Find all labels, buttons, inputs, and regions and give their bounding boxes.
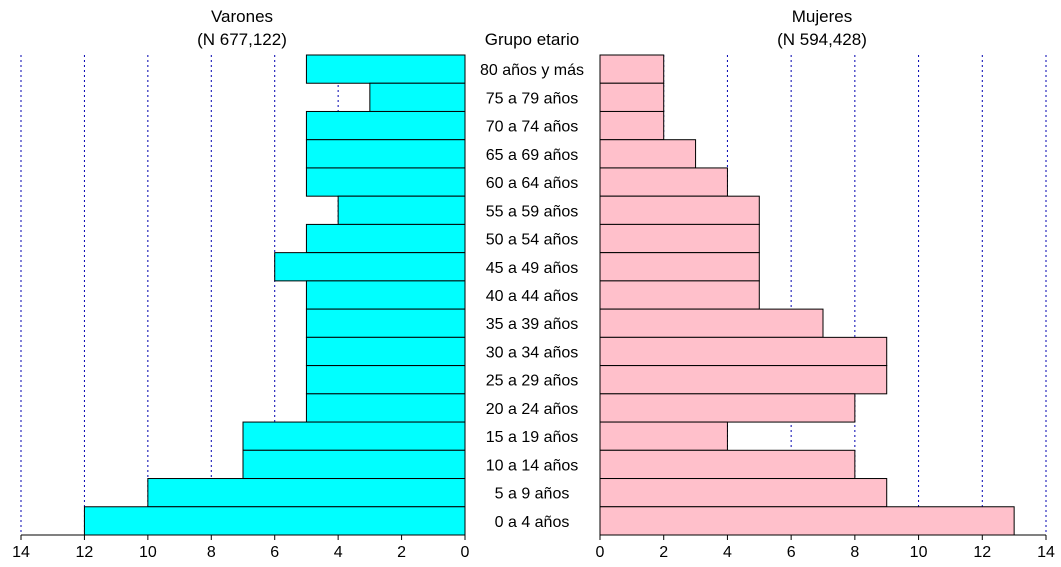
male-bar <box>305 167 466 197</box>
male-bar <box>305 365 466 395</box>
male-bar <box>337 195 466 225</box>
male-bar <box>242 449 466 480</box>
male-bar <box>147 478 466 508</box>
age-group-label: 20 a 24 años <box>486 401 579 418</box>
right-series-subtitle: (N 594,428) <box>777 30 867 49</box>
age-group-label: 80 años y más <box>480 62 584 79</box>
left-series-subtitle: (N 677,122) <box>197 30 287 49</box>
age-group-label: 55 a 59 años <box>486 203 579 220</box>
age-group-label: 60 a 64 años <box>486 175 579 192</box>
left-axis-tick-label: 12 <box>76 544 94 561</box>
right-axis-tick-label: 0 <box>596 544 605 561</box>
label-layer: 80 años y más 75 a 79 años 70 a 74 años 65 … <box>480 62 584 531</box>
female-bar <box>599 139 697 169</box>
male-bar <box>305 139 466 169</box>
age-group-label: 5 a 9 años <box>495 486 570 503</box>
female-bar <box>599 110 665 141</box>
left-axis-tick-label: 8 <box>207 544 216 561</box>
left-axis-tick-label: 2 <box>397 544 406 561</box>
female-bar <box>599 336 888 367</box>
male-bar <box>83 506 466 536</box>
age-group-label: 30 a 34 años <box>486 344 579 361</box>
male-bar <box>305 280 466 310</box>
female-bar <box>599 506 1015 536</box>
age-group-label: 70 a 74 años <box>486 119 579 136</box>
right-axis-tick-label: 6 <box>787 544 796 561</box>
right-series-title: Mujeres <box>792 7 852 26</box>
age-group-label: 75 a 79 años <box>486 90 579 107</box>
age-group-label: 15 a 19 años <box>486 429 579 446</box>
female-bar <box>599 421 728 451</box>
left-axis-tick-label: 10 <box>139 544 157 561</box>
left-axis-tick-label: 4 <box>334 544 343 561</box>
right-axis-tick-label: 12 <box>973 544 991 561</box>
age-group-label: 35 a 39 años <box>486 316 579 333</box>
female-bar <box>599 252 760 282</box>
male-bar <box>242 421 466 451</box>
female-bar <box>599 393 856 423</box>
male-bar <box>369 82 466 112</box>
right-axis-tick-label: 8 <box>850 544 859 561</box>
age-group-label: 45 a 49 años <box>486 260 579 277</box>
female-bar <box>599 449 856 480</box>
male-bar <box>305 223 466 254</box>
female-bar <box>599 478 888 508</box>
bar-layer <box>83 54 1015 536</box>
left-axis-tick-label: 0 <box>461 544 470 561</box>
age-group-label: 25 a 29 años <box>486 373 579 390</box>
age-group-label: 65 a 69 años <box>486 147 579 164</box>
right-axis-tick-label: 10 <box>910 544 928 561</box>
left-axis-tick-label: 6 <box>270 544 279 561</box>
left-series-title: Varones <box>211 7 273 26</box>
male-bar <box>305 393 466 423</box>
female-bar <box>599 223 760 254</box>
male-bar <box>305 336 466 367</box>
male-bar <box>305 54 466 84</box>
age-group-label: 50 a 54 años <box>486 232 579 249</box>
male-bar <box>305 110 466 141</box>
category-header: Grupo etario <box>485 30 580 49</box>
male-bar <box>274 252 466 282</box>
female-bar <box>599 280 760 310</box>
female-bar <box>599 308 824 338</box>
female-bar <box>599 54 665 84</box>
axis-layer: 14 12 10 8 6 4 2 0 0 2 4 6 8 10 12 14 <box>12 534 1055 561</box>
female-bar <box>599 365 888 395</box>
age-group-label: 40 a 44 años <box>486 288 579 305</box>
right-axis-tick-label: 4 <box>723 544 732 561</box>
age-group-label: 0 a 4 años <box>495 514 570 531</box>
right-axis-tick-label: 2 <box>659 544 668 561</box>
right-axis-tick-label: 14 <box>1037 544 1055 561</box>
female-bar <box>599 82 665 112</box>
male-bar <box>305 308 466 338</box>
age-group-label: 10 a 14 años <box>486 457 579 474</box>
female-bar <box>599 195 760 225</box>
female-bar <box>599 167 728 197</box>
left-axis-tick-label: 14 <box>12 544 30 561</box>
